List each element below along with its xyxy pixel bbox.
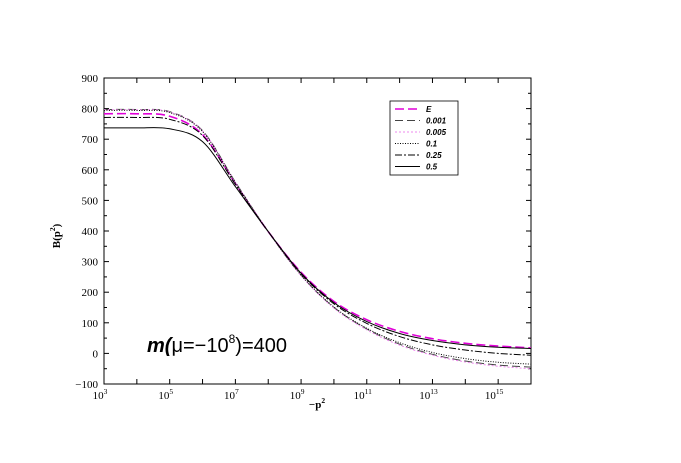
legend-label: 0.005 bbox=[426, 128, 447, 137]
y-tick-label: 900 bbox=[82, 73, 99, 85]
y-axis-label: B(p2) bbox=[48, 223, 63, 248]
y-tick-label: 600 bbox=[82, 165, 99, 177]
y-tick-label: 800 bbox=[82, 104, 99, 116]
x-axis-label: −p2 bbox=[309, 396, 325, 411]
x-tick-label: 105 bbox=[158, 387, 173, 402]
chart-annotation: m(μ=−108)=400 bbox=[147, 332, 287, 357]
series-line-0_5 bbox=[103, 127, 532, 349]
x-tick-label: 109 bbox=[290, 387, 305, 402]
legend-label: E bbox=[426, 105, 432, 114]
y-tick-label: 500 bbox=[82, 195, 99, 207]
y-tick-label: 300 bbox=[82, 257, 99, 269]
series-line-0_1 bbox=[103, 109, 532, 365]
series-line-0_001 bbox=[103, 108, 532, 368]
curves bbox=[103, 108, 532, 370]
y-tick-label: −100 bbox=[75, 379, 98, 391]
x-tick-label: 107 bbox=[224, 387, 239, 402]
series-line-E bbox=[103, 112, 532, 349]
x-tick-label: 1011 bbox=[354, 387, 372, 402]
x-tick-label: 1013 bbox=[419, 387, 438, 402]
y-tick-label: 200 bbox=[82, 287, 99, 299]
legend-label: 0.001 bbox=[426, 117, 447, 126]
x-tick-label: 1015 bbox=[485, 387, 504, 402]
y-tick-label: 100 bbox=[82, 318, 99, 330]
x-axis-ticks: 103 105 107 109 1011 1013 1015 bbox=[93, 78, 532, 402]
legend-label: 0.1 bbox=[426, 140, 438, 149]
legend-box bbox=[389, 100, 459, 176]
y-tick-label: 400 bbox=[82, 226, 99, 238]
series-line-0_005 bbox=[103, 109, 532, 370]
series-line-0_25 bbox=[103, 116, 532, 356]
legend: E 0.001 0.005 0.1 0.25 0.5 bbox=[389, 100, 459, 176]
y-axis-ticks: −100 0 100 200 300 400 500 600 700 800 900 bbox=[75, 73, 531, 391]
legend-label: 0.5 bbox=[426, 163, 438, 172]
y-tick-label: 0 bbox=[93, 348, 99, 360]
legend-label: 0.25 bbox=[426, 151, 442, 160]
x-tick-label: 103 bbox=[93, 387, 108, 402]
y-tick-label: 700 bbox=[82, 134, 99, 146]
